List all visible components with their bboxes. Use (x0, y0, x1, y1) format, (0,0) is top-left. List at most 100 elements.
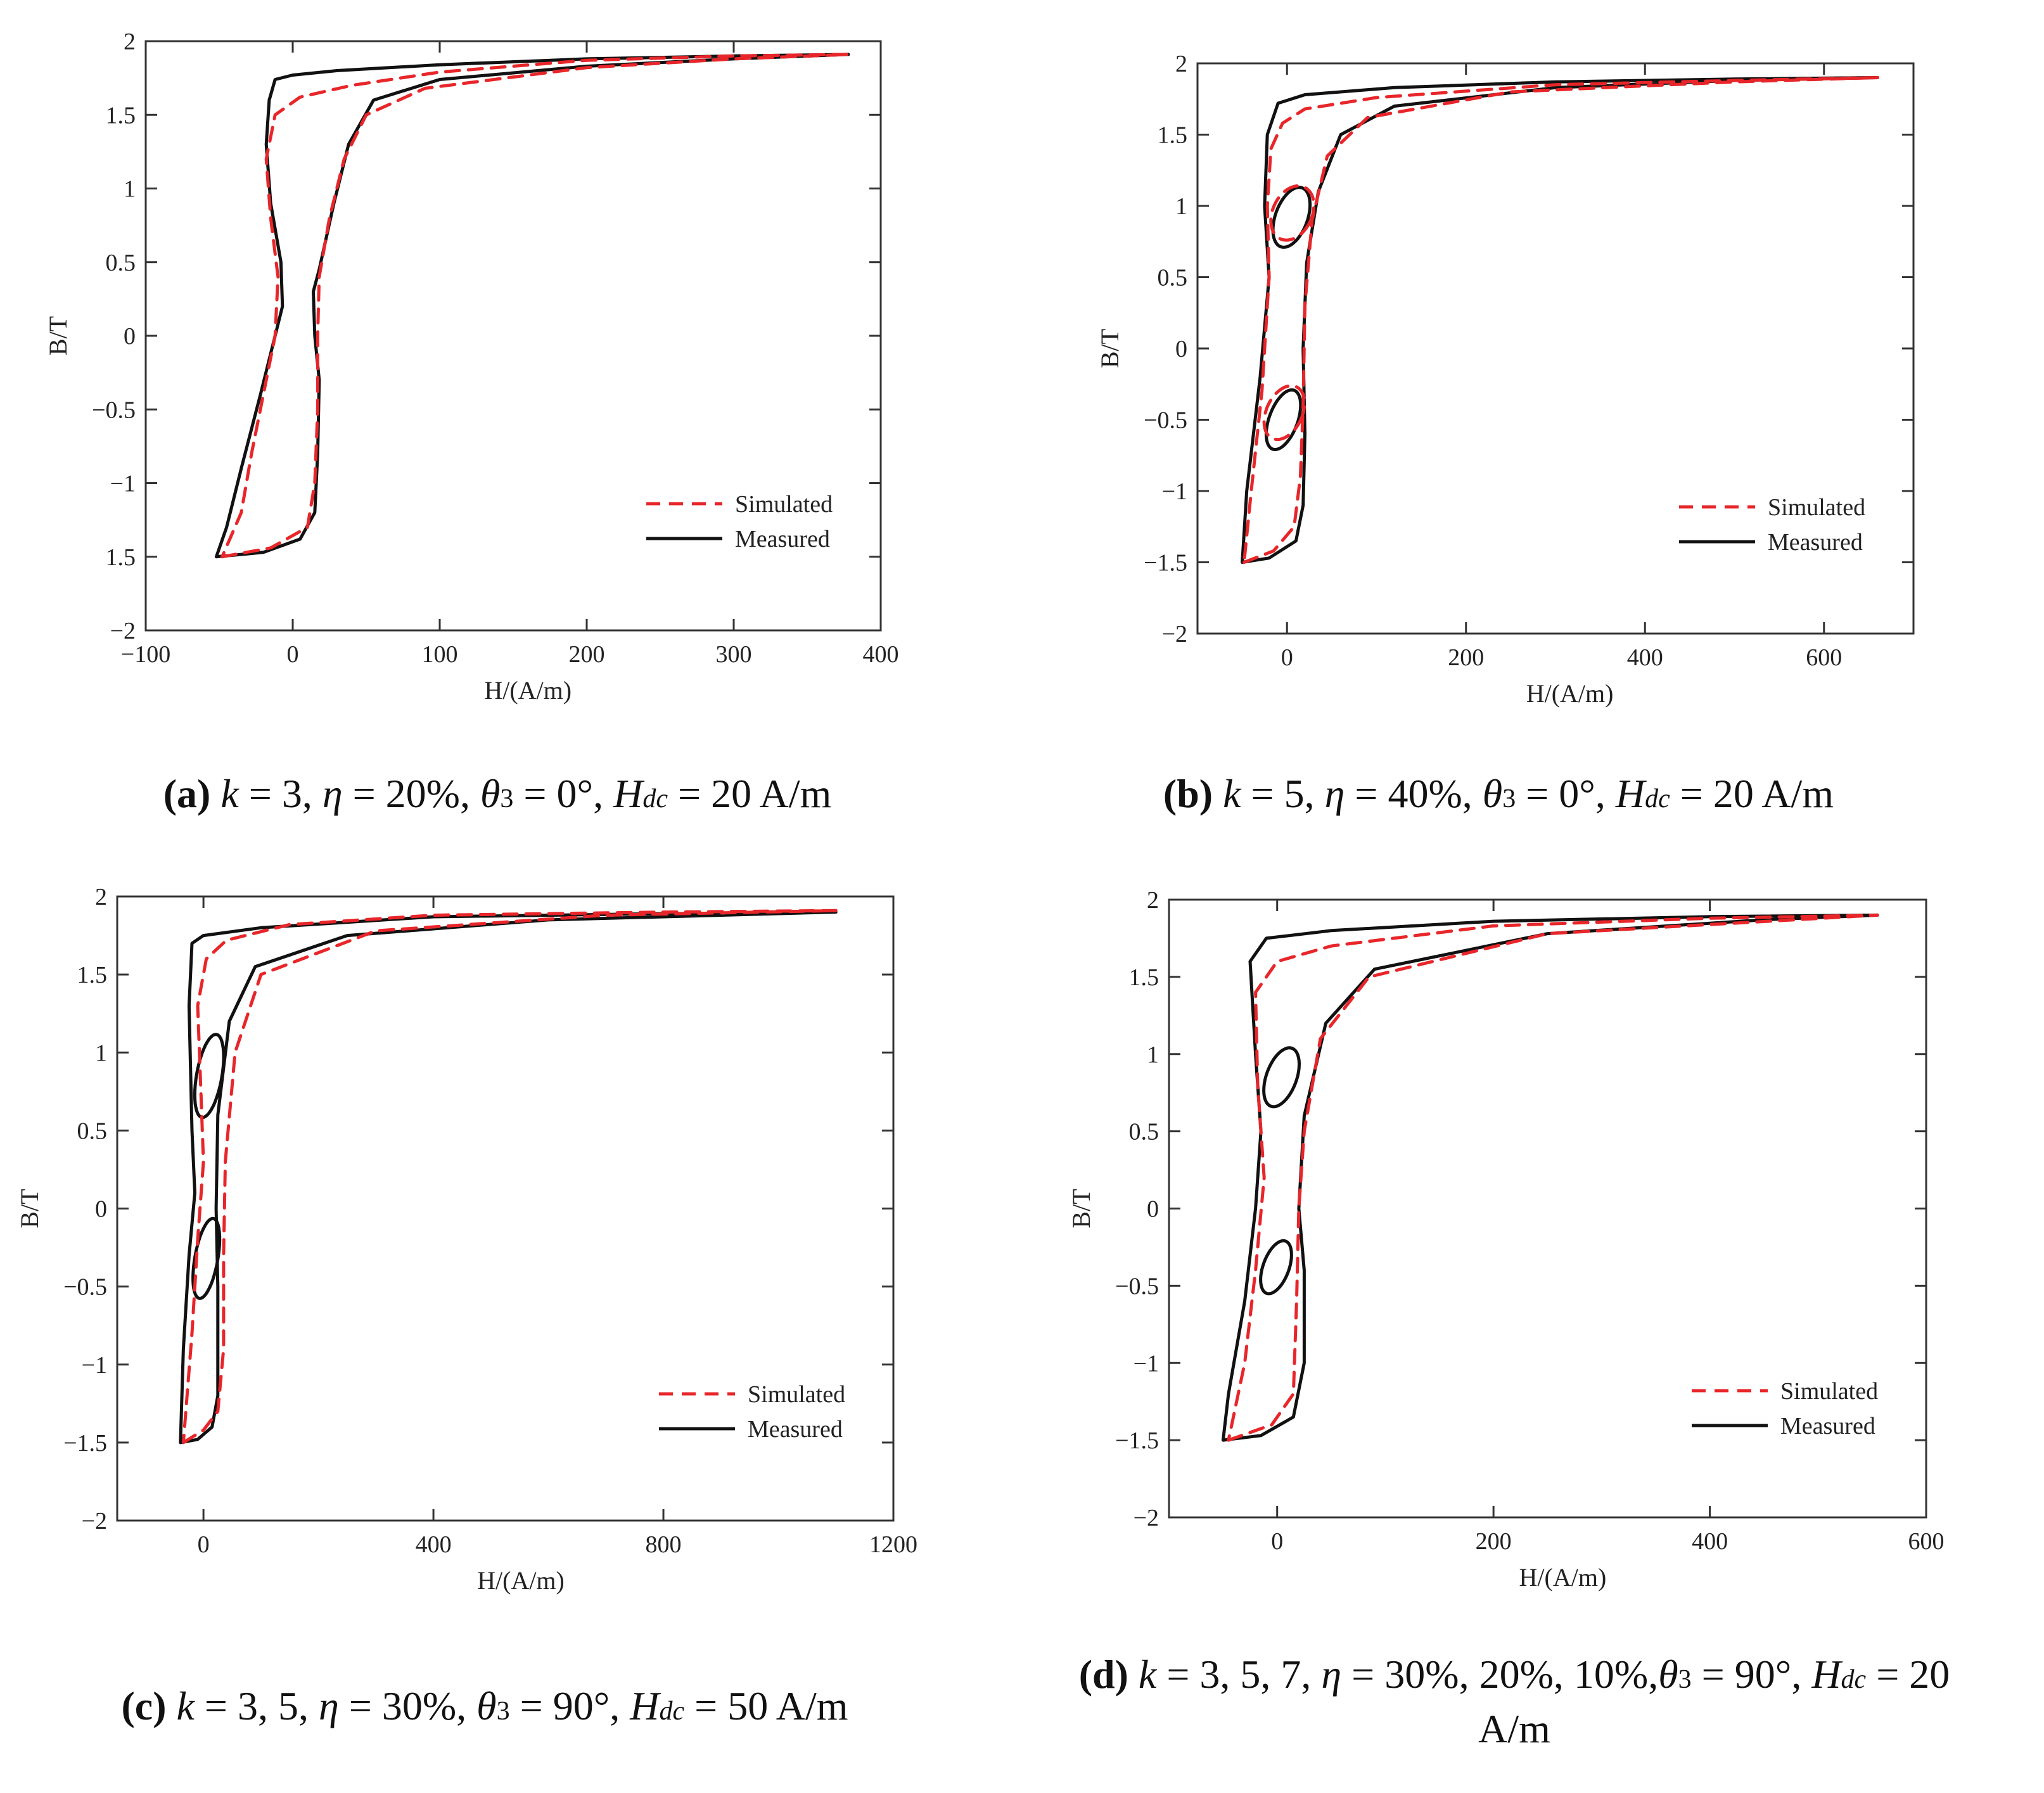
x-tick-label: 1200 (869, 1531, 917, 1558)
y-tick-label: 0.5 (1129, 1119, 1159, 1145)
y-tick-label: −1 (1162, 478, 1187, 505)
measured-curve (214, 53, 850, 559)
caption-b: (b) k = 5, η = 40%, θ3 = 0°, Hdc = 20 A/… (1163, 771, 1834, 816)
legend-measured-label: Measured (735, 526, 830, 552)
y-tick-label: 2 (95, 884, 107, 910)
measured-curve (193, 1033, 226, 1120)
measured-curve (1262, 1046, 1301, 1109)
caption-d-label: (d) (1078, 1652, 1128, 1697)
simulated-curve (220, 53, 850, 559)
x-axis-title: H/(A/m) (484, 676, 572, 705)
y-tick-label: −1.5 (1144, 550, 1187, 577)
y-tick-label: −1.5 (63, 1430, 107, 1457)
y-tick-label: −1 (110, 471, 136, 497)
y-tick-label: 1 (1147, 1042, 1159, 1068)
y-tick-label: −1 (82, 1352, 107, 1379)
simulated-curve (1262, 384, 1306, 442)
simulated-curve (1242, 76, 1879, 564)
y-tick-label: 0 (124, 323, 136, 350)
measured-curve (191, 1216, 222, 1300)
caption-c-eta: η (319, 1683, 339, 1728)
y-tick-label: 2 (124, 29, 136, 55)
legend-simulated-label: Simulated (1768, 494, 1865, 521)
caption-a-k: k (220, 771, 239, 816)
y-tick-label: 2 (1175, 51, 1187, 77)
simulated-curve (181, 909, 838, 1445)
caption-c-label: (c) (121, 1683, 167, 1728)
caption-a-eta: η (322, 771, 343, 816)
caption-a-h: H (613, 771, 643, 816)
x-tick-label: 600 (1806, 644, 1842, 671)
caption-a-label: (a) (163, 771, 211, 816)
x-tick-label: −100 (121, 641, 170, 668)
y-tick-label: 0 (95, 1196, 107, 1223)
x-tick-label: 0 (1271, 1528, 1283, 1555)
y-tick-label: 0.5 (77, 1118, 108, 1144)
x-tick-label: 300 (716, 641, 752, 668)
caption-b-label: (b) (1163, 771, 1213, 816)
measured-curve (1241, 76, 1879, 564)
legend-measured-label: Measured (1768, 529, 1863, 556)
y-tick-label: −0.5 (63, 1274, 107, 1301)
caption-a: (a) k = 3, η = 20%, θ3 = 0°, Hdc = 20 A/… (163, 771, 832, 816)
measured-curve (179, 910, 838, 1445)
legend-simulated-label: Simulated (735, 491, 833, 518)
x-tick-label: 0 (1281, 644, 1293, 671)
chart-b: 0 200 400 600 2 1.5 1 0.5 0 −0.5 −1 −1.5 −2 H/(A/m) B/… (1095, 51, 1915, 708)
x-tick-label: 600 (1908, 1528, 1945, 1555)
measured-curve (1264, 388, 1303, 452)
x-tick-label: 0 (198, 1531, 210, 1558)
x-axis-title: H/(A/m) (477, 1566, 565, 1595)
y-tick-label: −0.5 (1144, 407, 1187, 434)
y-tick-label: −0.5 (92, 397, 136, 423)
caption-c-h: H (630, 1683, 660, 1728)
caption-c-theta: θ (476, 1683, 497, 1728)
measured-curve (1259, 1239, 1293, 1296)
x-tick-label: 400 (863, 641, 899, 668)
y-tick-label: 0.5 (106, 250, 136, 276)
y-axis-title: B/T (1095, 329, 1124, 368)
caption-d: (d) k = 3, 5, 7, η = 30%, 20%, 10%,θ3 = … (1078, 1652, 1950, 1752)
y-axis-title: B/T (44, 316, 72, 355)
measured-curve (1271, 186, 1312, 249)
legend-simulated-label: Simulated (748, 1381, 845, 1408)
caption-c: (c) k = 3, 5, η = 30%, θ3 = 90°, Hdc = 5… (121, 1683, 848, 1728)
legend-simulated-label: Simulated (1780, 1378, 1878, 1405)
y-tick-label: 1.5 (106, 544, 136, 571)
y-tick-label: 1.5 (77, 962, 108, 988)
measured-curve (1221, 913, 1879, 1442)
x-axis-title: H/(A/m) (1519, 1563, 1607, 1592)
caption-d-k: k (1138, 1652, 1157, 1697)
chart-d: 0 200 400 600 2 1.5 1 0.5 0 −0.5 −1 −1.5 −2 H/(A/m) B/… (1067, 887, 1945, 1592)
legend-measured-label: Measured (748, 1416, 843, 1443)
y-tick-label: 1.5 (1158, 122, 1188, 149)
x-tick-label: 200 (1448, 644, 1484, 671)
y-tick-label: −2 (82, 1508, 107, 1535)
y-tick-label: 1 (95, 1040, 107, 1066)
x-tick-label: 800 (646, 1531, 682, 1558)
y-axis-title: B/T (1067, 1189, 1095, 1228)
y-tick-label: −1 (1134, 1350, 1159, 1377)
caption-d-line2: A/m (1478, 1706, 1550, 1752)
caption-c-k: k (176, 1683, 195, 1728)
y-tick-label: 0.5 (1158, 265, 1188, 291)
y-tick-label: −2 (1134, 1505, 1159, 1531)
caption-d-h: H (1811, 1652, 1841, 1697)
y-tick-label: 1.5 (106, 102, 136, 129)
x-axis-title: H/(A/m) (1526, 679, 1614, 708)
caption-b-k: k (1223, 771, 1241, 816)
y-tick-label: 1 (1175, 193, 1187, 220)
y-tick-label: 1.5 (1129, 964, 1159, 991)
x-tick-label: 400 (1692, 1528, 1728, 1555)
caption-d-theta: θ (1658, 1652, 1678, 1697)
legend-measured-label: Measured (1780, 1413, 1875, 1439)
x-tick-label: 200 (569, 641, 605, 668)
y-tick-label: −1.5 (1115, 1427, 1159, 1454)
x-tick-label: 0 (287, 641, 299, 668)
caption-b-eta: η (1324, 771, 1345, 816)
x-tick-label: 100 (422, 641, 458, 668)
x-tick-label: 400 (416, 1531, 452, 1558)
y-tick-label: −2 (110, 618, 136, 644)
y-tick-label: −0.5 (1115, 1273, 1159, 1299)
